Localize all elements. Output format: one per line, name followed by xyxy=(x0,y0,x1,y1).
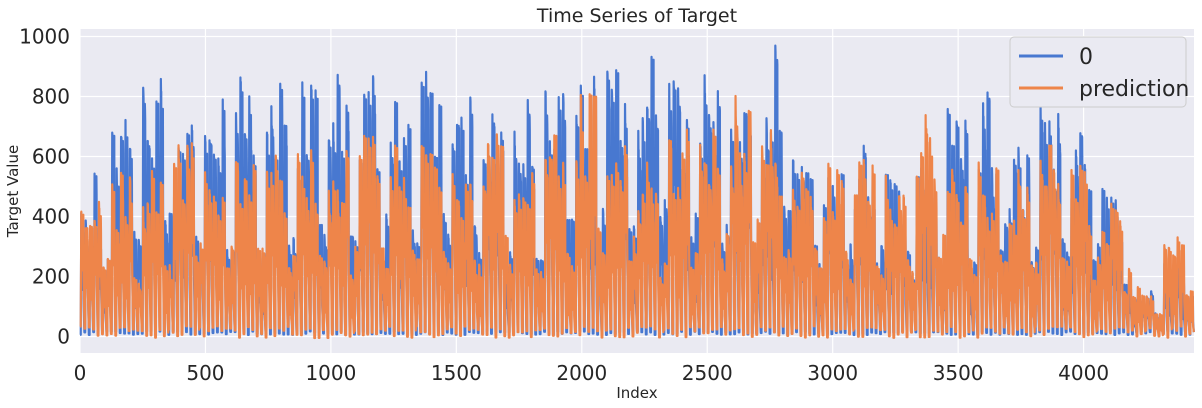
y-tick-label: 400 xyxy=(32,205,70,229)
x-tick-label: 1000 xyxy=(305,361,356,385)
x-tick-label: 0 xyxy=(74,361,87,385)
y-axis-label: Target Value xyxy=(4,145,22,238)
y-tick-label: 0 xyxy=(57,325,70,349)
y-tick-label: 600 xyxy=(32,145,70,169)
x-tick-label: 1500 xyxy=(431,361,482,385)
chart-title: Time Series of Target xyxy=(536,5,737,27)
y-tick-label: 1000 xyxy=(19,25,70,49)
x-tick-label: 3000 xyxy=(807,361,858,385)
legend: 0 prediction xyxy=(1009,36,1189,108)
x-tick-label: 2500 xyxy=(682,361,733,385)
y-tick-label: 200 xyxy=(32,265,70,289)
y-tick-label: 800 xyxy=(32,85,70,109)
legend-label-prediction: prediction xyxy=(1079,77,1189,102)
series-lines xyxy=(79,44,1195,340)
tick-labels: 0 200 400 600 800 1000 0 500 1000 1500 2000 2500 300… xyxy=(19,25,1109,386)
x-tick-label: 2000 xyxy=(556,361,607,385)
x-tick-label: 500 xyxy=(186,361,224,385)
x-axis-label: Index xyxy=(616,384,657,402)
x-tick-label: 3500 xyxy=(933,361,984,385)
series-line-prediction xyxy=(79,93,1195,340)
x-tick-label: 4000 xyxy=(1058,361,1109,385)
legend-label-0: 0 xyxy=(1079,45,1093,70)
